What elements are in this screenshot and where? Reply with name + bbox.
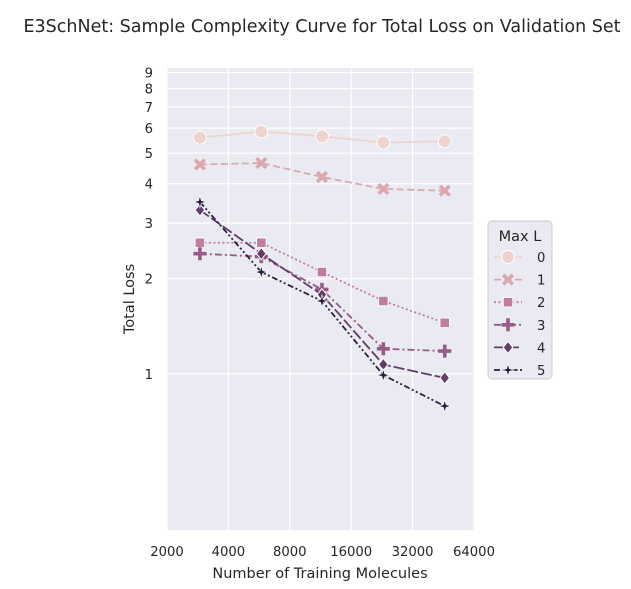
legend-item-2: 2 [494, 296, 545, 311]
x-tick-label: 64000 [453, 545, 495, 560]
data-point [254, 124, 269, 139]
legend-label: 2 [537, 296, 545, 311]
legend-item-4: 4 [494, 340, 545, 356]
legend-marker [501, 318, 515, 332]
y-axis-ticks: 1 2 3 4 5 6 7 8 9 [145, 66, 153, 382]
data-point [439, 317, 451, 329]
data-point [314, 129, 329, 144]
x-tick-label: 16000 [330, 545, 372, 560]
legend-item-0: 0 [494, 250, 545, 266]
legend-marker [500, 362, 516, 378]
data-point [254, 265, 269, 280]
legend-label: 1 [537, 274, 545, 289]
x-axis-ticks: 2000 4000 8000 16000 32000 64000 [150, 545, 495, 560]
y-tick-label: 8 [145, 83, 153, 98]
data-point [377, 182, 390, 195]
legend-label: 0 [537, 251, 545, 266]
series-layer [192, 124, 452, 414]
data-point [376, 342, 390, 356]
x-axis-label: Number of Training Molecules [212, 566, 427, 582]
x-tick-label: 8000 [273, 545, 307, 560]
legend-title: Max L [499, 229, 542, 245]
series-5 [192, 194, 452, 414]
data-point [378, 295, 389, 307]
legend-marker [502, 296, 514, 308]
data-point [255, 246, 267, 261]
series-line [199, 241, 446, 324]
data-point [192, 194, 207, 210]
data-point [193, 247, 207, 261]
y-tick-label: 7 [145, 101, 153, 116]
x-tick-label: 32000 [392, 545, 434, 560]
legend-item-3: 3 [494, 318, 545, 334]
y-tick-label: 9 [145, 66, 153, 81]
y-tick-label: 4 [145, 178, 153, 193]
y-tick-label: 6 [145, 122, 153, 137]
x-tick-label: 2000 [150, 545, 184, 560]
legend-label: 3 [537, 319, 545, 334]
data-point [437, 134, 452, 149]
legend-marker [501, 273, 515, 286]
data-point [376, 368, 391, 383]
legend-label: 5 [537, 364, 545, 379]
data-point [316, 266, 328, 278]
chart-title: E3SchNet: Sample Complexity Curve for To… [23, 17, 620, 37]
x-tick-label: 4000 [212, 545, 246, 560]
y-tick-label: 3 [145, 217, 153, 232]
legend-item-5: 5 [494, 362, 545, 379]
data-point [194, 237, 206, 249]
data-point [256, 237, 267, 249]
data-point [193, 158, 206, 171]
legend-items: 0 1 2 3 4 5 [494, 250, 545, 379]
data-point [437, 399, 452, 414]
series-1 [193, 156, 451, 197]
legend-item-1: 1 [494, 273, 545, 289]
y-axis-label: Total Loss [122, 264, 138, 335]
data-point [192, 130, 207, 145]
data-point [438, 184, 451, 197]
series-0 [192, 124, 452, 150]
legend-marker [501, 250, 515, 264]
data-point [314, 293, 329, 309]
series-2 [194, 237, 451, 329]
y-tick-label: 1 [145, 368, 153, 383]
y-tick-label: 5 [145, 147, 153, 162]
data-point [438, 344, 452, 358]
data-point [255, 156, 268, 170]
data-point [315, 170, 329, 184]
data-point [376, 135, 391, 150]
legend-label: 4 [537, 341, 545, 356]
data-point [439, 371, 451, 385]
data-point [194, 203, 206, 217]
legend: Max L 0 1 2 3 4 5 [487, 220, 553, 380]
y-tick-label: 2 [145, 273, 153, 288]
legend-marker [502, 340, 514, 355]
